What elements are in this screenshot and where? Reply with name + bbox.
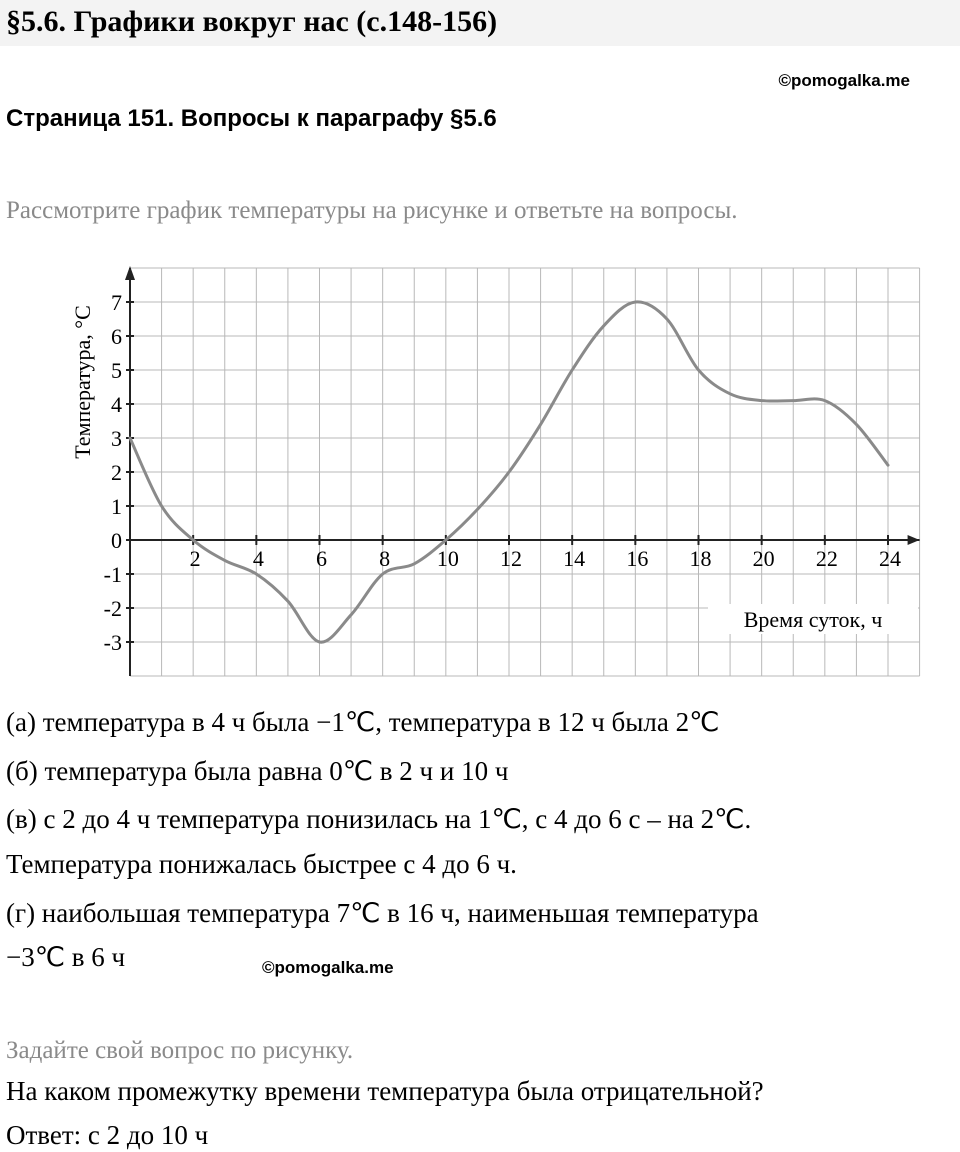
answer-line: (а) температура в 4 ч была −1℃, температ… bbox=[6, 707, 719, 737]
x-tick-label: 24 bbox=[879, 546, 901, 571]
x-tick-label: 4 bbox=[253, 546, 264, 571]
y-label-bg bbox=[64, 278, 98, 488]
y-axis-label: Температура, °C bbox=[70, 305, 95, 459]
question: На каком промежутку времени температура … bbox=[6, 1076, 764, 1106]
x-axis-arrow bbox=[907, 535, 920, 545]
instruction: Рассмотрите график температуры на рисунк… bbox=[6, 197, 738, 224]
x-tick-label: 14 bbox=[563, 546, 585, 571]
temperature-line bbox=[128, 300, 890, 644]
answer: Ответ: с 2 до 10 ч bbox=[6, 1120, 208, 1150]
answer-line: (в) с 2 до 4 ч температура понизилась на… bbox=[6, 804, 751, 834]
y-tick-label: 7 bbox=[111, 290, 122, 315]
x-tick-label: 2 bbox=[190, 546, 201, 571]
header-band bbox=[0, 0, 960, 46]
y-axis-arrow bbox=[125, 266, 135, 280]
y-tick-label: 5 bbox=[111, 358, 122, 383]
answer-line: Температура понижалась быстрее с 4 до 6 … bbox=[6, 849, 517, 879]
x-tick-label: 16 bbox=[626, 546, 648, 571]
prompt: Задайте свой вопрос по рисунку. bbox=[6, 1037, 353, 1064]
x-tick-label: 12 bbox=[500, 546, 522, 571]
watermark: ©pomogalka.me bbox=[778, 71, 910, 90]
x-tick-label: 18 bbox=[690, 546, 712, 571]
y-tick-label: 3 bbox=[111, 426, 122, 451]
y-tick-label: 0 bbox=[111, 528, 122, 553]
y-tick-label: 1 bbox=[111, 494, 122, 519]
x-tick-label: 6 bbox=[316, 546, 327, 571]
answer-line: (г) наибольшая температура 7℃ в 16 ч, на… bbox=[6, 898, 759, 928]
y-tick-label: 6 bbox=[111, 324, 122, 349]
answer-line: (б) температура была равна 0℃ в 2 ч и 10… bbox=[6, 756, 508, 786]
x-tick-label: 20 bbox=[753, 546, 775, 571]
x-tick-label: 22 bbox=[816, 546, 838, 571]
x-tick-label: 8 bbox=[379, 546, 390, 571]
y-tick-label: -1 bbox=[104, 562, 122, 587]
chart: 2 4 6 8 10 12 14 16 18 20 22 24-3-2-101234567Время … bbox=[64, 266, 921, 677]
subtitle: Страница 151. Вопросы к параграфу §5.6 bbox=[6, 105, 497, 132]
y-tick-label: -3 bbox=[104, 630, 122, 655]
answer-line: −3℃ в 6 ч bbox=[6, 942, 125, 972]
y-tick-label: -2 bbox=[104, 596, 122, 621]
x-axis-label: Время суток, ч bbox=[744, 607, 883, 632]
x-tick-label: 10 bbox=[437, 546, 459, 571]
y-tick-label: 4 bbox=[111, 392, 122, 417]
watermark: ©pomogalka.me bbox=[262, 958, 394, 977]
y-tick-label: 2 bbox=[111, 460, 122, 485]
title: §5.6. Графики вокруг нас (с.148-156) bbox=[6, 5, 497, 38]
x-label-bg bbox=[708, 604, 918, 634]
